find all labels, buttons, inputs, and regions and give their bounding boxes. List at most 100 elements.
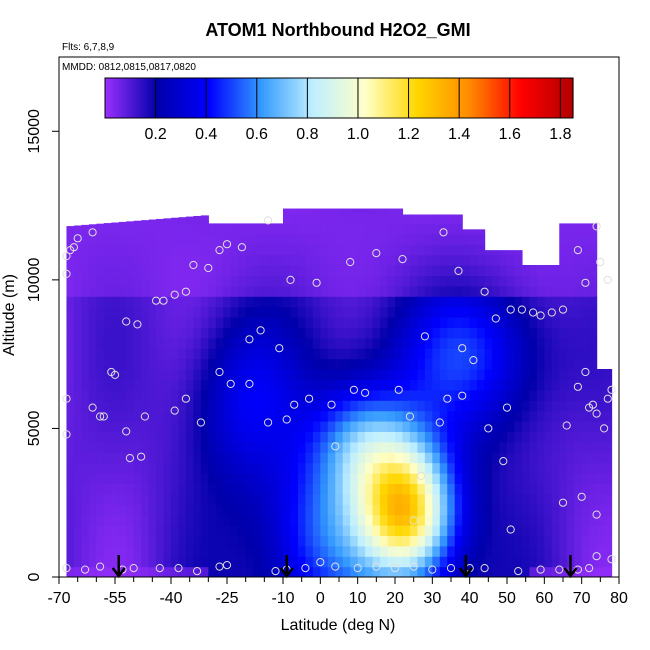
heatmap-cell: [574, 473, 583, 484]
heatmap-cell: [156, 545, 165, 557]
heatmap-cell: [342, 208, 351, 214]
heatmap-cell: [215, 545, 224, 557]
colorbar-segment: [217, 78, 221, 118]
heatmap-cell: [529, 275, 538, 287]
heatmap-cell: [320, 296, 329, 308]
heatmap-cell: [492, 358, 501, 370]
heatmap-cell: [260, 514, 269, 526]
heatmap-cell: [335, 306, 344, 318]
heatmap-cell: [335, 410, 344, 422]
colorbar-segment: [374, 78, 378, 118]
heatmap-cell: [156, 306, 165, 318]
heatmap-cell: [380, 208, 389, 214]
observation-point: [181, 394, 190, 403]
heatmap-cell: [185, 525, 194, 536]
heatmap-cell: [118, 369, 127, 380]
heatmap-cell: [253, 275, 262, 287]
heatmap-cell: [185, 389, 194, 401]
heatmap-cell: [312, 358, 321, 370]
heatmap-cell: [536, 525, 545, 536]
heatmap-cell: [432, 431, 441, 443]
heatmap-cell: [395, 473, 404, 484]
observation-point: [129, 564, 138, 573]
heatmap-cell: [357, 285, 366, 297]
colorbar-segment: [385, 78, 389, 118]
heatmap-cell: [409, 400, 418, 412]
heatmap-cell: [581, 473, 590, 484]
heatmap-cell: [163, 400, 172, 412]
heatmap-cell: [566, 473, 575, 484]
heatmap-cell: [297, 265, 306, 276]
heatmap-cell: [574, 452, 583, 464]
heatmap-cell: [559, 306, 568, 318]
heatmap-cell: [514, 556, 523, 568]
heatmap-cell: [335, 296, 344, 308]
heatmap-cell: [574, 254, 583, 266]
heatmap-cell: [215, 514, 224, 526]
heatmap-cell: [141, 220, 150, 224]
heatmap-cell: [566, 504, 575, 516]
heatmap-cell: [230, 483, 239, 495]
heatmap-cell: [305, 213, 314, 224]
heatmap-cell: [178, 254, 187, 266]
colorbar-segment: [175, 78, 179, 118]
heatmap-cell: [484, 369, 493, 380]
heatmap-cell: [439, 306, 448, 318]
heatmap-cell: [514, 400, 523, 412]
heatmap-cell: [200, 473, 209, 484]
heatmap-cell: [521, 421, 530, 432]
heatmap-cell: [327, 358, 336, 370]
heatmap-cell: [477, 566, 486, 577]
heatmap-cell: [200, 244, 209, 256]
heatmap-cell: [409, 525, 418, 536]
heatmap-cell: [178, 452, 187, 464]
heatmap-cell: [275, 233, 284, 245]
heatmap-cell: [477, 410, 486, 422]
heatmap-cell: [88, 306, 97, 318]
heatmap-cell: [126, 223, 135, 235]
heatmap-cell: [178, 275, 187, 287]
heatmap-cell: [544, 358, 553, 370]
heatmap-cell: [387, 379, 396, 391]
heatmap-cell: [357, 358, 366, 370]
colorbar-segment: [451, 78, 455, 118]
observation-point: [390, 564, 400, 573]
heatmap-cell: [492, 504, 501, 516]
heatmap-cell: [357, 244, 366, 256]
heatmap-cell: [111, 317, 120, 328]
observation-point: [577, 492, 586, 501]
colorbar-segment: [156, 78, 160, 118]
heatmap-cell: [208, 556, 217, 568]
heatmap-cell: [185, 566, 194, 577]
heatmap-cell: [536, 285, 545, 297]
heatmap-cell: [200, 504, 209, 516]
heatmap-cell: [73, 421, 82, 432]
heatmap-cell: [499, 525, 508, 536]
colorbar-segment: [172, 78, 176, 118]
colorbar-segment: [420, 78, 424, 118]
heatmap-cell: [208, 317, 217, 328]
heatmap-cell: [96, 483, 105, 495]
heatmap-cell: [514, 545, 523, 557]
heatmap-cell: [477, 525, 486, 536]
observation-point: [439, 228, 448, 237]
heatmap-cell: [215, 296, 224, 308]
heatmap-cell: [148, 525, 157, 536]
heatmap-cell: [133, 285, 142, 297]
heatmap-cell: [551, 400, 560, 412]
heatmap-cell: [88, 545, 97, 557]
heatmap-cell: [96, 317, 105, 328]
colorbar-segment: [549, 78, 553, 118]
heatmap-cell: [230, 327, 239, 339]
heatmap-cell: [111, 337, 120, 349]
heatmap-cell: [103, 545, 112, 557]
heatmap-cell: [268, 400, 277, 412]
heatmap-cell: [596, 389, 605, 401]
heatmap-cell: [290, 556, 299, 568]
heatmap-cell: [66, 535, 75, 547]
heatmap-cell: [581, 379, 590, 391]
colorbar-segment: [563, 78, 567, 118]
heatmap-cell: [245, 421, 254, 432]
heatmap-cell: [521, 275, 530, 287]
heatmap-cell: [185, 504, 194, 516]
